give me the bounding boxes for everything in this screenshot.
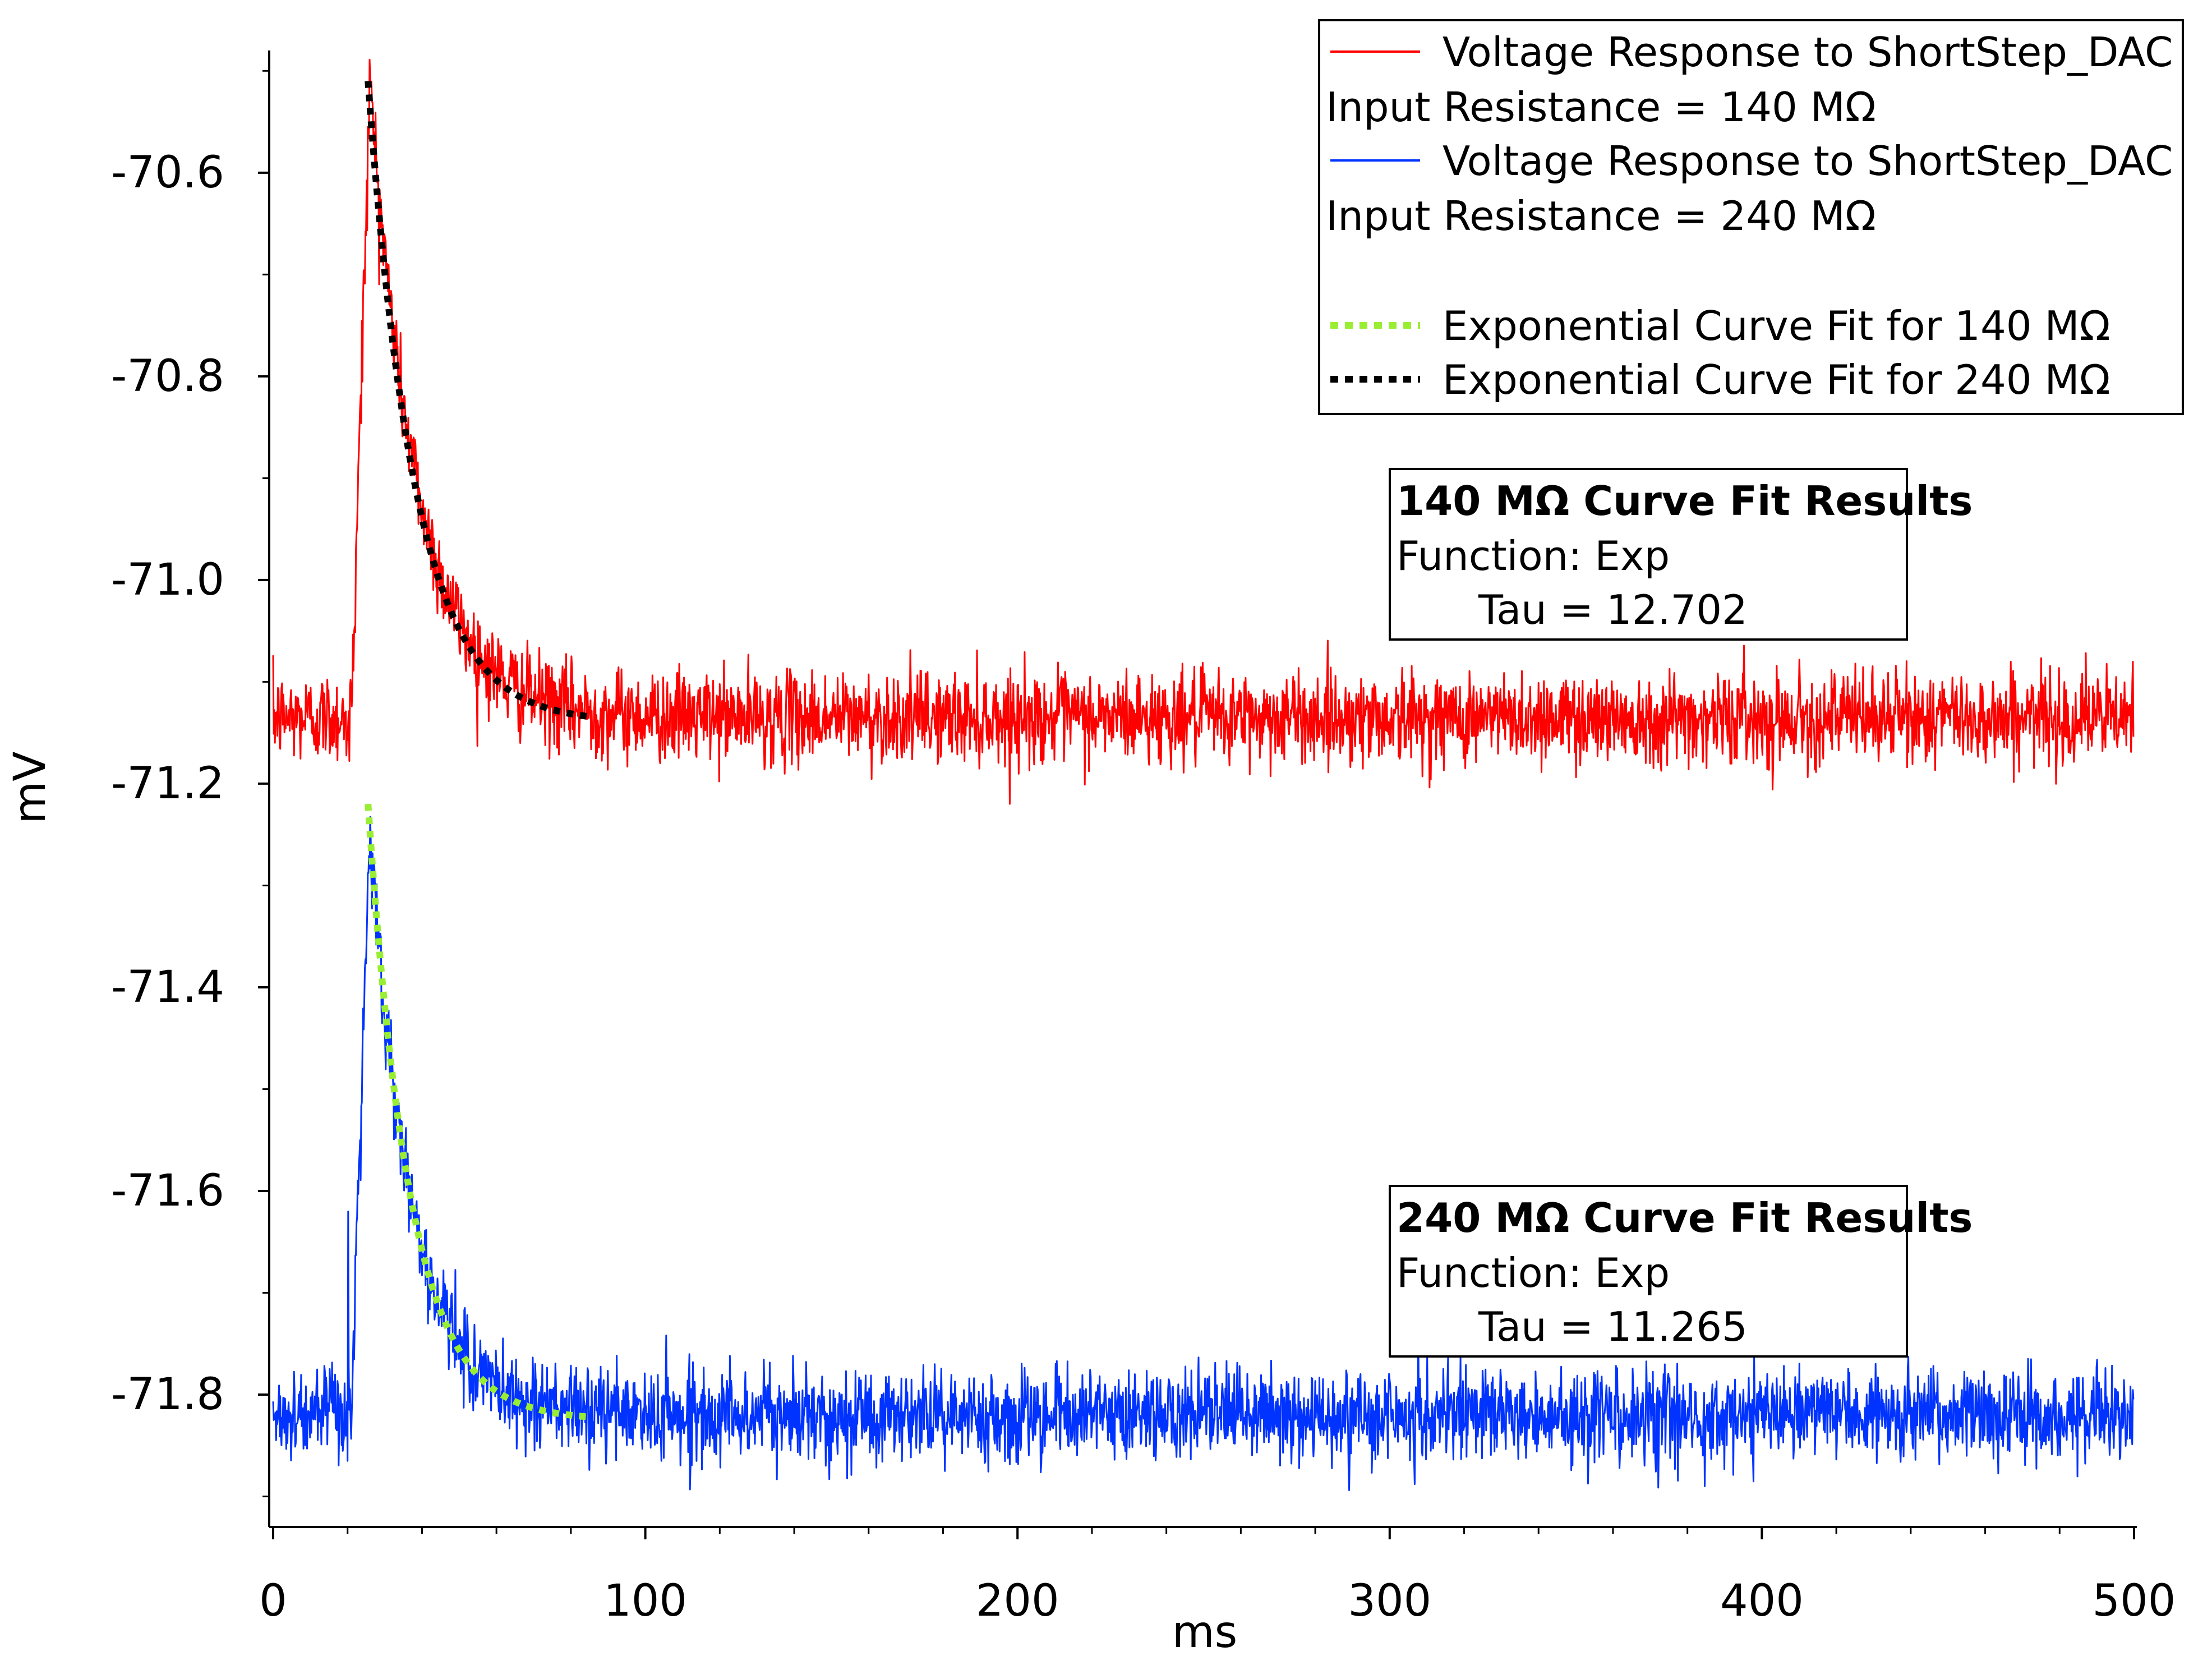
legend-label-blue-series: Voltage Response to ShortStep_DAC xyxy=(1443,137,2173,185)
x-axis-title: ms xyxy=(1172,1607,1238,1658)
legend: Voltage Response to ShortStep_DAC Input … xyxy=(1318,19,2184,415)
y-tick-label: -71.2 xyxy=(111,758,224,809)
fit-results-box-240: 240 MΩ Curve Fit Results Function: Exp T… xyxy=(1389,1185,1973,1358)
y-ticks: -70.6 -70.8 -71.0 -71.2 -71.4 -71.6 -71.8 xyxy=(111,70,269,1498)
y-tick-label: -71.4 xyxy=(111,962,224,1013)
legend-label-black-fit: Exponential Curve Fit for 240 MΩ xyxy=(1443,356,2110,403)
legend-subtext-blue-series: Input Resistance = 240 MΩ xyxy=(1326,192,1876,240)
legend-box xyxy=(1318,19,2184,415)
x-tick-label: 300 xyxy=(1348,1576,1431,1626)
y-tick-label: -70.8 xyxy=(111,351,224,402)
x-tick-label: 500 xyxy=(2093,1576,2176,1626)
fit-results-box-140: 140 MΩ Curve Fit Results Function: Exp T… xyxy=(1389,468,1973,641)
legend-subtext-red-series: Input Resistance = 140 MΩ xyxy=(1326,84,1876,131)
legend-label-green-fit: Exponential Curve Fit for 140 MΩ xyxy=(1443,302,2110,349)
x-tick-label: 200 xyxy=(976,1576,1059,1626)
x-tick-label: 100 xyxy=(603,1576,687,1626)
y-tick-label: -71.8 xyxy=(111,1369,224,1420)
fit-results-240-tau: Tau = 11.265 xyxy=(1478,1303,1748,1350)
fit-results-box-240-border xyxy=(1389,1185,1908,1358)
legend-label-red-series: Voltage Response to ShortStep_DAC xyxy=(1443,29,2173,76)
fit-curve-black-dotted xyxy=(365,81,593,721)
y-tick-label: -71.0 xyxy=(111,555,224,605)
fit-results-box-140-border xyxy=(1389,468,1908,641)
trace-240-mohm-blue xyxy=(272,816,2135,1491)
fit-results-140-function: Function: Exp xyxy=(1397,532,1670,579)
fit-results-240-title: 240 MΩ Curve Fit Results xyxy=(1397,1194,1973,1241)
y-tick-label: -71.6 xyxy=(111,1166,224,1216)
fit-results-140-tau: Tau = 12.702 xyxy=(1478,586,1748,633)
y-axis-title: mV xyxy=(5,751,56,824)
x-tick-label: 0 xyxy=(259,1576,287,1626)
x-ticks: 0 100 200 300 400 500 xyxy=(259,1527,2176,1626)
y-tick-label: -70.6 xyxy=(111,148,224,198)
series-layer xyxy=(272,58,2135,1491)
fit-results-240-function: Function: Exp xyxy=(1397,1249,1670,1296)
fit-results-140-title: 140 MΩ Curve Fit Results xyxy=(1397,477,1973,525)
x-tick-label: 400 xyxy=(1720,1576,1804,1626)
